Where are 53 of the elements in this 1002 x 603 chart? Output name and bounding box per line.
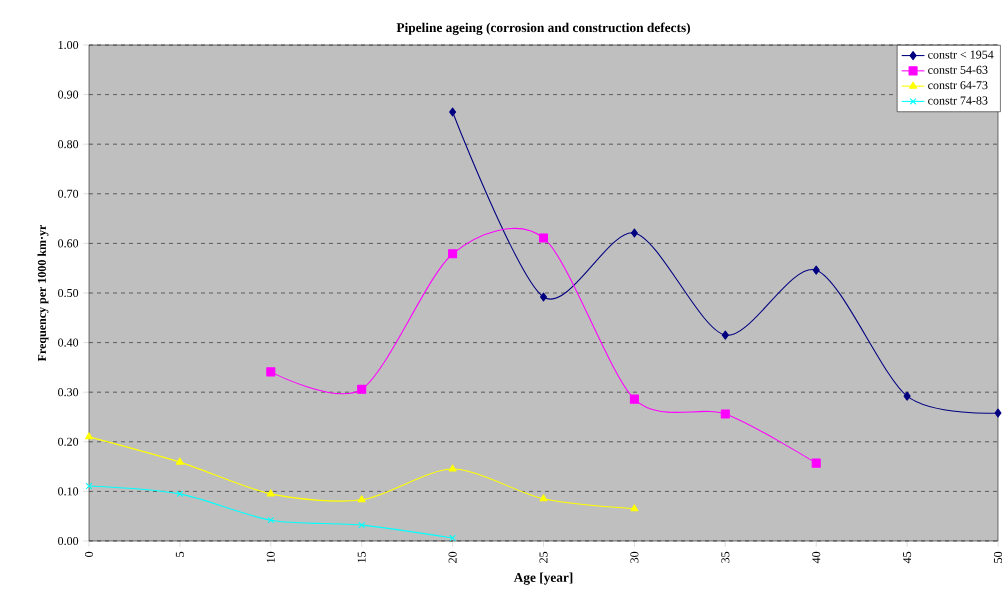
point [630, 228, 638, 238]
point [812, 265, 820, 275]
point [266, 489, 275, 497]
y-tick-label: 0.90 [58, 90, 79, 99]
point [811, 458, 821, 468]
y-tick-label: 0.40 [58, 338, 79, 347]
x-tick-label: 15 [357, 551, 366, 563]
point [448, 249, 458, 259]
y-tick-label: 0.00 [58, 536, 79, 546]
point [721, 330, 729, 340]
point [357, 384, 367, 394]
point [357, 495, 366, 503]
x-tick-label: 20 [448, 551, 457, 563]
point [449, 534, 456, 542]
x-tick-label: 0 [84, 551, 94, 557]
x-tick-label: 40 [812, 551, 821, 564]
point [175, 457, 184, 465]
x-axis-title: Age [year] [513, 572, 573, 585]
x-tick-label: 5 [175, 551, 184, 557]
point [903, 391, 911, 401]
legend-label: constr 54-63 [928, 65, 988, 74]
x-tick-label: 10 [266, 551, 275, 563]
point [176, 490, 184, 498]
point [358, 521, 366, 529]
point [539, 292, 548, 302]
y-tick-label: 1.00 [58, 40, 79, 50]
y-tick-label: 0.60 [58, 239, 79, 248]
y-tick-label: 0.20 [58, 437, 79, 446]
point [449, 107, 457, 117]
y-tick-label: 0.70 [58, 189, 79, 198]
x-tick-label: 25 [539, 551, 548, 563]
legend-label: constr 74-83 [928, 96, 988, 105]
x-tick-label: 30 [630, 551, 639, 563]
legend-label: constr 64-73 [928, 81, 988, 90]
y-axis-title: Frequency per 1000 km·yr [37, 224, 49, 362]
x-tick-label: 45 [903, 551, 912, 564]
point [85, 432, 94, 440]
point [538, 233, 549, 243]
point [266, 367, 276, 377]
point [539, 494, 548, 502]
point [630, 504, 639, 512]
point [267, 516, 275, 524]
point [720, 409, 730, 419]
point [629, 394, 639, 404]
y-tick-label: 0.30 [58, 388, 79, 397]
chart-title: Pipeline ageing (corrosion and construction defects) [396, 22, 690, 35]
legend-label: constr < 1954 [928, 50, 994, 59]
point [448, 464, 457, 472]
y-tick-label: 0.10 [58, 487, 79, 496]
x-tick-label: 50 [993, 551, 1002, 563]
x-tick-label: 35 [721, 551, 730, 563]
y-tick-label: 0.50 [58, 288, 79, 298]
y-tick-label: 0.80 [58, 140, 79, 149]
